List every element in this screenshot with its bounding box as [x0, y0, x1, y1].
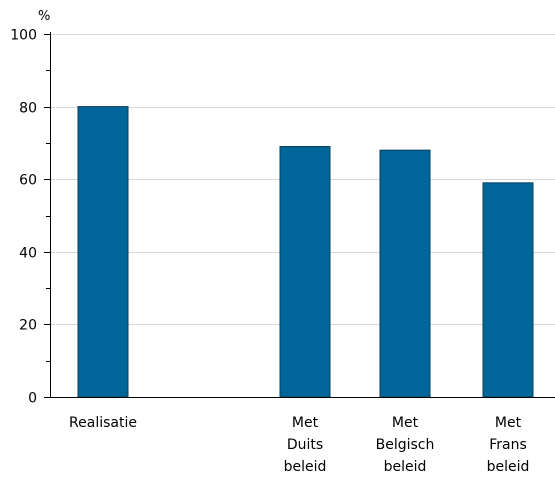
y-tick-label: 60 [19, 173, 37, 189]
category-label: Met Duits beleid [284, 415, 327, 475]
bar [379, 149, 431, 398]
labels: 0 20 40 60 80 100 Realisatie Met Duits beleid Met B… [10, 28, 529, 476]
category-label: Met Frans beleid [487, 415, 530, 475]
y-tick-label: 80 [19, 101, 37, 117]
y-tick-label: 100 [10, 28, 37, 44]
bar [482, 182, 534, 398]
category-label: Met Belgisch beleid [376, 415, 435, 475]
y-tick-label: 40 [19, 246, 37, 262]
axes [44, 32, 555, 398]
bar [77, 106, 129, 398]
y-tick-label: 20 [19, 318, 37, 334]
y-tick-label: 0 [28, 391, 37, 407]
bars [77, 106, 534, 398]
category-label: Realisatie [69, 415, 137, 431]
y-axis-unit: % [38, 9, 50, 24]
bar [279, 146, 331, 398]
